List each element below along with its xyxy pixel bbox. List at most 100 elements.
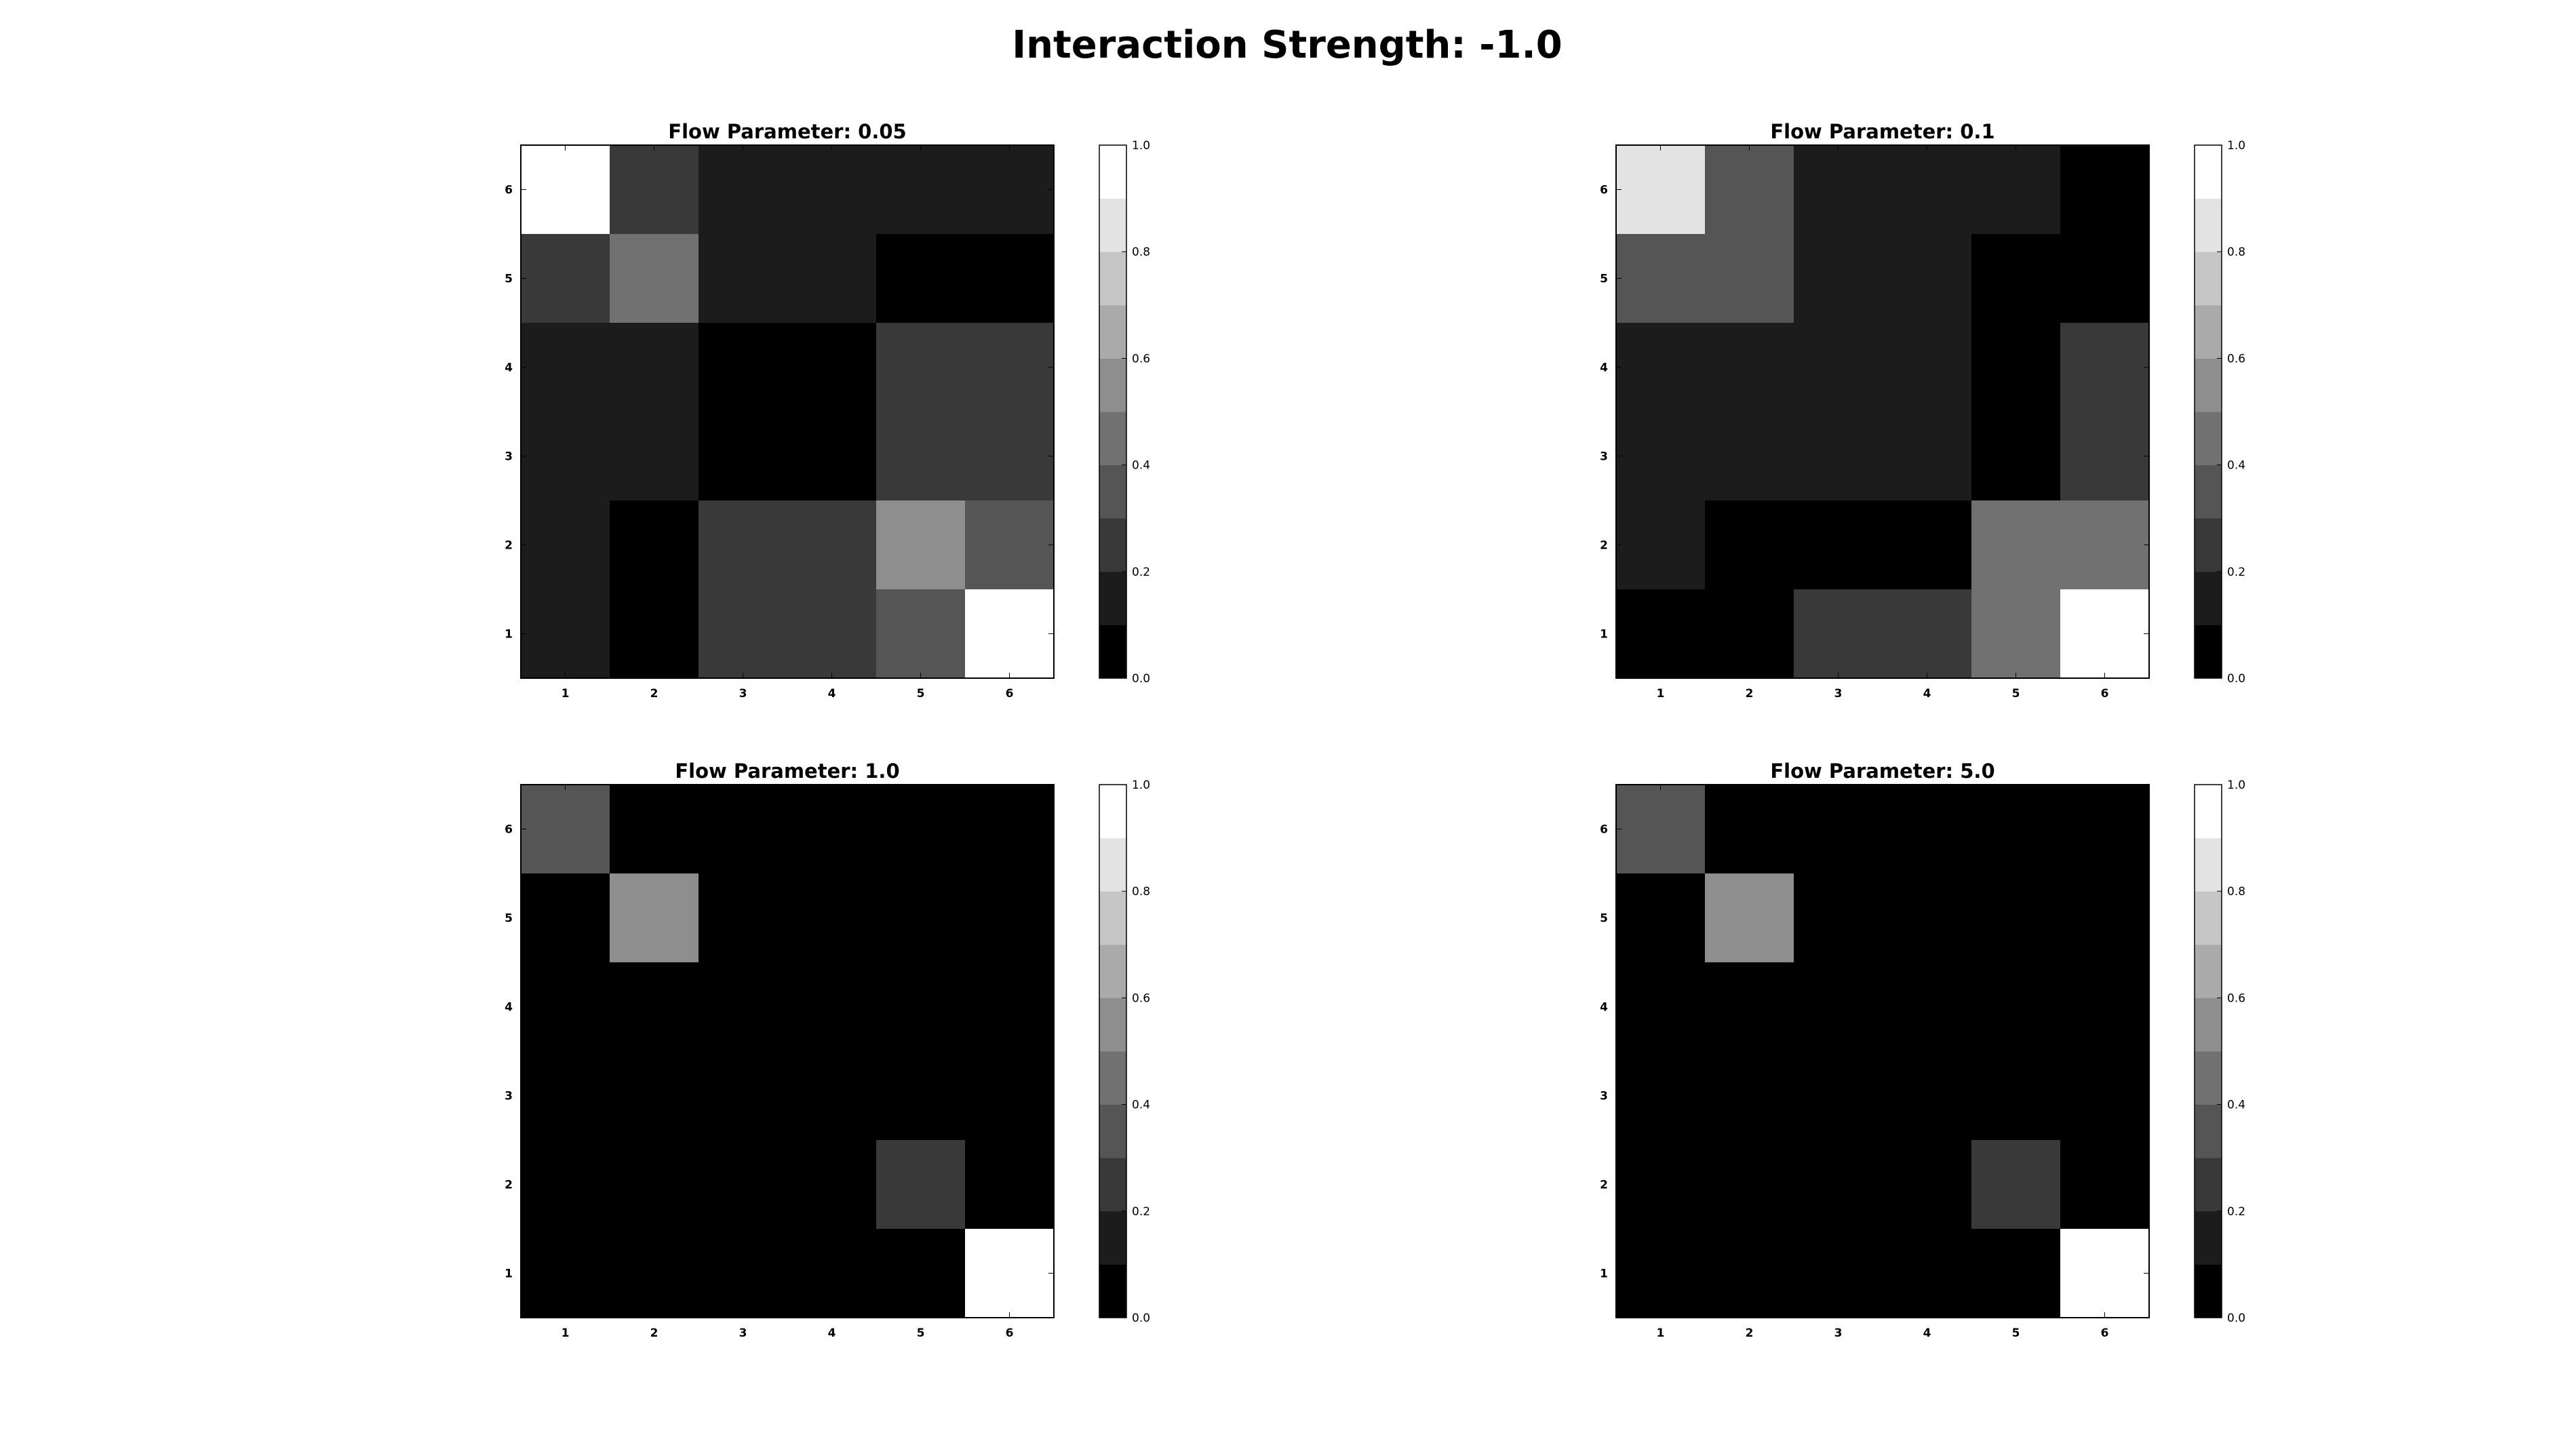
heatmap-cell (521, 1051, 610, 1140)
heatmap-cell (1971, 1229, 2060, 1318)
heatmap-cell (699, 323, 787, 412)
colorbar-segment (2195, 1264, 2222, 1318)
colorbar-tick-label: 0.0 (2227, 672, 2245, 686)
heatmap-cell (2060, 1140, 2149, 1229)
y-tick-label: 5 (1600, 273, 1608, 286)
heatmap-cell (699, 589, 787, 678)
heatmap-cell (1971, 234, 2060, 323)
heatmap-cell (1971, 1051, 2060, 1140)
colorbar-segment (2195, 571, 2222, 625)
colorbar: 0.0 0.2 0.4 0.6 0.8 1.0 (1099, 139, 1150, 686)
heatmap-cell (1705, 412, 1794, 500)
panel-title: Flow Parameter: 0.1 (1770, 120, 1994, 143)
colorbar-segment (2195, 998, 2222, 1052)
heatmap-cell (521, 873, 610, 962)
panel-title: Flow Parameter: 1.0 (675, 760, 899, 783)
heatmap-cell (2060, 1229, 2149, 1318)
heatmap-cell (521, 589, 610, 678)
colorbar-segment (1099, 252, 1126, 306)
y-tick-label: 5 (505, 273, 513, 286)
heatmap-cell (610, 323, 699, 412)
heatmap-cell (1705, 1229, 1794, 1318)
colorbar-tick-label: 0.2 (2227, 1205, 2245, 1219)
heatmap-cell (699, 145, 787, 234)
colorbar-tick-label: 1.0 (1132, 139, 1150, 153)
colorbar-segment (2195, 465, 2222, 519)
colorbar-segment (2195, 944, 2222, 998)
colorbar-segment (1099, 785, 1126, 839)
colorbar-segment (1099, 358, 1126, 412)
heatmap-cell (876, 873, 965, 962)
heatmap-cell (965, 873, 1054, 962)
heatmap-cell (1883, 873, 1971, 962)
colorbar-tick-label: 0.4 (2227, 459, 2245, 473)
colorbar-segment (2195, 1158, 2222, 1212)
heatmap-cell (787, 500, 876, 589)
heatmap-cell (610, 1140, 699, 1229)
heatmap-cell (1971, 500, 2060, 589)
colorbar: 0.0 0.2 0.4 0.6 0.8 1.0 (2194, 139, 2245, 686)
colorbar-segment (1099, 625, 1126, 679)
heatmap-cell (1705, 962, 1794, 1051)
colorbar-segment (1099, 571, 1126, 625)
heatmap-cell (1971, 412, 2060, 500)
figure-title: Interaction Strength: -1.0 (1012, 23, 1562, 67)
heatmap-cell (1794, 500, 1883, 589)
x-tick-label: 5 (917, 1326, 925, 1340)
heatmap-cell (610, 589, 699, 678)
heatmap-cell (1971, 785, 2060, 873)
heatmap-cell (1794, 1229, 1883, 1318)
x-tick-label: 2 (650, 687, 659, 701)
heatmap-cell (876, 962, 965, 1051)
y-tick-label: 4 (505, 1001, 513, 1015)
heatmap-cell (2060, 1051, 2149, 1140)
heatmap-cell (1705, 1140, 1794, 1229)
heatmap-cell (699, 1051, 787, 1140)
heatmap-cell (876, 500, 965, 589)
heatmap-cell (965, 145, 1054, 234)
heatmap-cell (1616, 500, 1705, 589)
colorbar-segment (2195, 412, 2222, 466)
heatmap-cell (1705, 500, 1794, 589)
x-tick-label: 1 (562, 1326, 570, 1340)
heatmap-panel-2: Flow Parameter: 0.1 1 2 3 4 5 6 1 2 3 4 5 6 0.0 0.2 0.4… (1600, 120, 2245, 701)
heatmap-cell (1705, 1051, 1794, 1140)
colorbar-tick-label: 1.0 (2227, 779, 2245, 792)
heatmap-cell (2060, 323, 2149, 412)
heatmap-cell (787, 1140, 876, 1229)
heatmap-cell (2060, 234, 2149, 323)
heatmap-cell (787, 785, 876, 873)
heatmap-cell (787, 145, 876, 234)
heatmap-cell (1616, 962, 1705, 1051)
x-tick-label: 4 (828, 1326, 836, 1340)
heatmap-cell (787, 1229, 876, 1318)
heatmap-cell (1616, 873, 1705, 962)
heatmap-cell (699, 234, 787, 323)
x-tick-label: 4 (1923, 687, 1931, 701)
y-tick-label: 5 (505, 912, 513, 926)
y-tick-label: 4 (505, 361, 513, 375)
heatmap-cell (610, 145, 699, 234)
heatmap-cell (1794, 1051, 1883, 1140)
plot-frame (1615, 784, 2150, 1318)
heatmap-cell (965, 500, 1054, 589)
y-tick-label: 2 (1600, 539, 1608, 553)
y-tick-label: 1 (1600, 1267, 1608, 1281)
colorbar-tick-label: 1.0 (1132, 779, 1150, 792)
x-tick-label: 6 (2101, 687, 2109, 701)
heatmap-cell (1794, 234, 1883, 323)
colorbar-tick-label: 0.6 (1132, 991, 1150, 1005)
y-tick-label: 2 (1600, 1179, 1608, 1192)
heatmap-cell (2060, 500, 2149, 589)
colorbar-tick-label: 0.0 (1132, 1312, 1150, 1325)
heatmap-cell (610, 1229, 699, 1318)
heatmap-cell (787, 412, 876, 500)
heatmap-cell (787, 323, 876, 412)
colorbar-segment (1099, 838, 1126, 892)
colorbar-segment (2195, 145, 2222, 199)
heatmap-cell (1705, 785, 1794, 873)
x-tick-label: 1 (1657, 1326, 1665, 1340)
colorbar-segment (1099, 1264, 1126, 1318)
heatmap-cell (876, 323, 965, 412)
heatmap-cell (1883, 1229, 1971, 1318)
